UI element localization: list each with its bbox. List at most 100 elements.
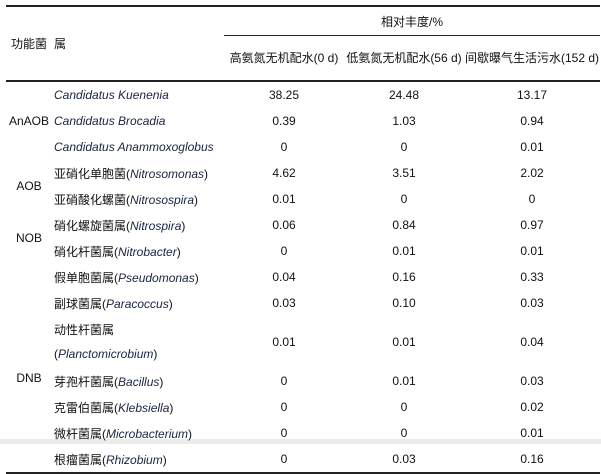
genus-name: 副球菌属(Paracoccus) — [54, 296, 173, 311]
value-cell: 0.04 — [520, 335, 544, 349]
table-row: 根瘤菌属(Rhizobium) 0 0.03 0.16 — [6, 446, 600, 473]
row-highlight-band — [0, 439, 601, 444]
value-cell: 0 — [400, 192, 408, 206]
table-row: AOB 亚硝化单胞菌(Nitrosomonas) 4.62 3.51 2.02 — [6, 160, 600, 193]
value-cell: 0 — [400, 140, 408, 154]
genus-name: 克雷伯菌属(Klebsiella) — [54, 400, 174, 415]
value-cell: 0 — [400, 400, 408, 414]
value-cell: 0.03 — [520, 374, 544, 388]
value-cell: 0.16 — [520, 452, 544, 466]
genus-cn: 根瘤菌属 — [54, 452, 103, 467]
group-label: DNB — [16, 371, 42, 385]
genus-cn: 克雷伯菌属 — [54, 400, 115, 415]
genus-name: 亚硝化单胞菌(Nitrosomonas) — [54, 166, 209, 181]
value-cell: 0 — [528, 192, 536, 206]
genus-latin: Rhizobium — [106, 452, 163, 467]
table-row: 硝化杆菌属(Nitrobacter) 0 0.01 0.01 — [6, 238, 600, 264]
value-cell: 0.01 — [272, 192, 296, 206]
genus-cn: 副球菌属 — [54, 296, 103, 311]
value-cell: 13.17 — [516, 88, 548, 102]
genus-latin: Bacillus — [118, 374, 160, 389]
value-cell: 0.01 — [392, 244, 416, 258]
table-row: 克雷伯菌属(Klebsiella) 0 0 0.02 — [6, 394, 600, 420]
value-cell: 1.03 — [392, 114, 416, 128]
value-cell: 0 — [280, 140, 288, 154]
value-cell: 0.06 — [272, 218, 296, 232]
genus-cn: 亚硝化单胞菌 — [54, 166, 127, 181]
genus-name: Candidatus Kuenenia — [52, 81, 224, 108]
value-cell: 38.25 — [268, 88, 300, 102]
header-col-2: 间歇曝气生活污水(152 d) — [464, 50, 600, 65]
value-cell: 0 — [280, 244, 288, 258]
genus-latin: Nitrospira — [130, 218, 182, 233]
value-cell: 3.51 — [392, 166, 416, 180]
value-cell: 0.02 — [520, 400, 544, 414]
value-cell: 2.02 — [520, 166, 544, 180]
value-cell: 0.01 — [520, 140, 544, 154]
genus-latin: Microbacterium — [106, 426, 189, 441]
value-cell: 0 — [280, 426, 288, 440]
genus-latin: Nitrosomonas — [130, 166, 205, 181]
value-cell: 24.48 — [388, 88, 420, 102]
genus-latin: Paracoccus — [106, 296, 169, 311]
table-row: Candidatus Brocadia 0.39 1.03 0.94 — [6, 108, 600, 134]
genus-name: 硝化螺旋菌属(Nitrospira) — [54, 218, 186, 233]
value-cell: 0.01 — [272, 335, 296, 349]
genus-name: 根瘤菌属(Rhizobium) — [54, 452, 167, 467]
value-cell: 4.62 — [272, 166, 296, 180]
value-cell: 0.16 — [392, 270, 416, 284]
header-col-0: 高氨氮无机配水(0 d) — [229, 50, 339, 65]
genus-name: 动性杆菌属 (Planctomicrobium) — [54, 323, 158, 361]
genus-latin: Klebsiella — [118, 400, 170, 415]
value-cell: 0.03 — [272, 296, 296, 310]
genus-cn: 亚硝酸化螺菌 — [54, 192, 127, 207]
table-row: DNB 假单胞菌属(Pseudomonas) 0.04 0.16 0.33 — [6, 264, 600, 385]
value-cell: 0.10 — [392, 296, 416, 310]
table-row: Candidatus Anammoxoglobus 0 0 0.01 — [6, 134, 600, 160]
genus-cn: 动性杆菌属 — [54, 323, 115, 337]
group-label: AOB — [16, 179, 42, 193]
group-label: AnAOB — [8, 114, 50, 128]
table-row: 动性杆菌属 (Planctomicrobium) 0.01 0.01 0.04 — [6, 316, 600, 368]
genus-name: 亚硝酸化螺菌(Nitrosospira) — [54, 192, 199, 207]
genus-latin: Nitrosospira — [130, 192, 195, 207]
genus-name: 假单胞菌属(Pseudomonas) — [54, 270, 199, 285]
value-cell: 0.04 — [272, 270, 296, 284]
genus-cn: 硝化杆菌属 — [54, 244, 115, 259]
genus-name: 芽孢杆菌属(Bacillus) — [54, 374, 164, 389]
value-cell: 0.01 — [520, 426, 544, 440]
header-genus: 属 — [54, 37, 67, 51]
value-cell: 0.84 — [392, 218, 416, 232]
value-cell: 0.39 — [272, 114, 296, 128]
value-cell: 0.01 — [392, 374, 416, 388]
genus-latin: Candidatus Kuenenia — [54, 88, 169, 102]
value-cell: 0.97 — [520, 218, 544, 232]
value-cell: 0.03 — [392, 452, 416, 466]
genus-latin: Planctomicrobium — [58, 347, 154, 361]
genus-latin: Candidatus Anammoxoglobus — [54, 140, 214, 154]
value-cell: 0 — [400, 426, 408, 440]
genus-name: 微杆菌属(Microbacterium) — [54, 426, 193, 441]
header-group: 功能菌 — [10, 37, 47, 51]
genus-name: Candidatus Anammoxoglobus — [52, 134, 224, 160]
abundance-table: 功能菌 属 相对丰度/% 高氨氮无机配水(0 d) 低氨氮无机配水(56 d) … — [6, 5, 600, 474]
genus-cn: 硝化螺旋菌属 — [54, 218, 127, 233]
table-row: 亚硝酸化螺菌(Nitrosospira) 0.01 0 0 — [6, 186, 600, 212]
table-row: 副球菌属(Paracoccus) 0.03 0.10 0.03 — [6, 290, 600, 316]
genus-name: 硝化杆菌属(Nitrobacter) — [54, 244, 181, 259]
genus-latin: Pseudomonas — [118, 270, 195, 285]
genus-latin: Nitrobacter — [118, 244, 177, 259]
value-cell: 0.03 — [520, 296, 544, 310]
table-row: 芽孢杆菌属(Bacillus) 0 0.01 0.03 — [6, 368, 600, 394]
value-cell: 0.33 — [520, 270, 544, 284]
group-label: NOB — [15, 231, 42, 245]
value-cell: 0 — [280, 400, 288, 414]
genus-name: Candidatus Brocadia — [52, 108, 224, 134]
table-row: AnAOB Candidatus Kuenenia 38.25 24.48 13.17 — [6, 81, 600, 128]
value-cell: 0 — [280, 452, 288, 466]
genus-cn: 微杆菌属 — [54, 426, 103, 441]
value-cell: 0.01 — [392, 335, 416, 349]
genus-latin: Candidatus Brocadia — [54, 114, 166, 128]
genus-cn: 芽孢杆菌属 — [54, 374, 115, 389]
value-cell: 0.94 — [520, 114, 544, 128]
